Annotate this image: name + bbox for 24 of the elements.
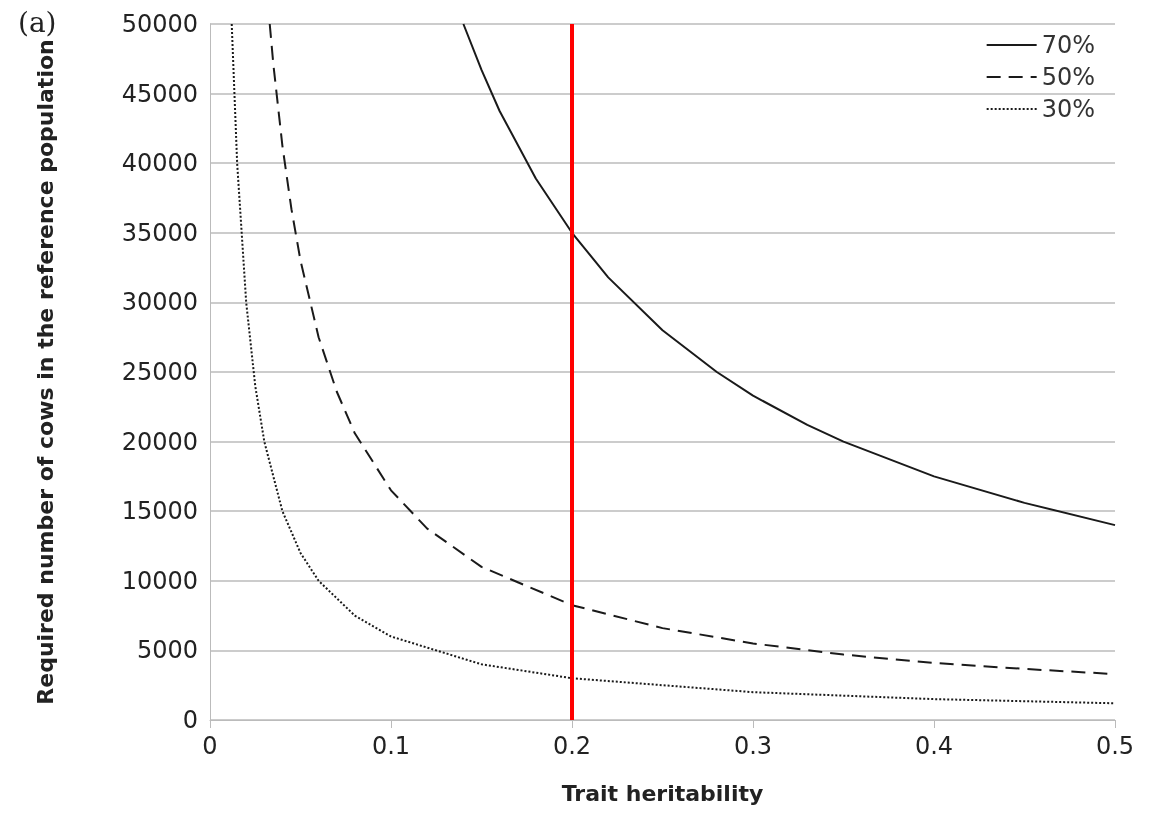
line-series bbox=[462, 23, 1116, 527]
y-tick-label: 30000 bbox=[121, 288, 198, 317]
legend-label: 50% bbox=[1041, 63, 1095, 91]
y-tick-label: 20000 bbox=[121, 427, 198, 456]
legend-label: 30% bbox=[1041, 95, 1095, 123]
x-tick-label: 0.4 bbox=[914, 732, 954, 760]
y-tick-label: 45000 bbox=[121, 79, 198, 108]
text: (a) bbox=[18, 5, 57, 39]
y-tick-label: 15000 bbox=[121, 497, 198, 526]
x-tick-label: 0 bbox=[202, 732, 218, 760]
x-tick-label: 0.2 bbox=[552, 732, 592, 760]
x-axis-title: Trait heritability bbox=[561, 780, 764, 806]
y-tick-label: 5000 bbox=[136, 636, 198, 665]
y-tick-label: 35000 bbox=[121, 218, 198, 247]
x-tick-label: 0.1 bbox=[371, 732, 411, 760]
legend-label: 70% bbox=[1041, 31, 1095, 59]
x-tick-label: 0.5 bbox=[1095, 732, 1135, 760]
x-tick-label: 0.3 bbox=[733, 732, 773, 760]
y-axis-title: Required number of cows in the reference population bbox=[32, 39, 58, 705]
y-tick-label: 10000 bbox=[121, 566, 198, 595]
y-tick-label: 40000 bbox=[121, 149, 198, 178]
y-tick-label: 50000 bbox=[121, 10, 198, 38]
y-tick-label: 25000 bbox=[121, 358, 198, 386]
y-tick-label: 0 bbox=[182, 706, 198, 734]
